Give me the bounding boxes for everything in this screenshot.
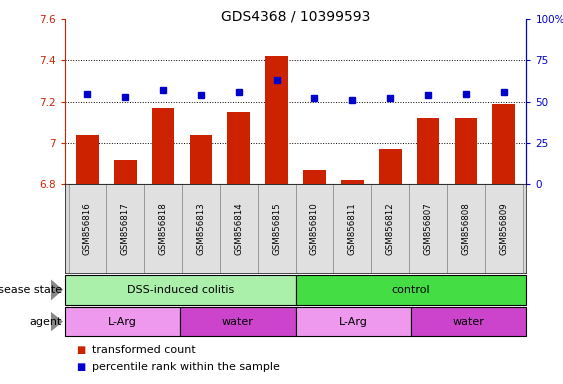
Bar [220, 184, 258, 273]
Polygon shape [51, 279, 63, 301]
Bar [114, 159, 137, 184]
Text: GSM856812: GSM856812 [386, 202, 395, 255]
Bar [182, 184, 220, 273]
Text: disease state: disease state [0, 285, 62, 295]
Bar [76, 135, 99, 184]
Bar [447, 184, 485, 273]
Bar [296, 184, 333, 273]
Text: ■: ■ [76, 345, 85, 355]
Bar [333, 184, 371, 273]
Text: GSM856816: GSM856816 [83, 202, 92, 255]
Bar [65, 275, 296, 305]
Bar [303, 170, 326, 184]
Bar [485, 184, 522, 273]
Text: water: water [222, 316, 254, 327]
Bar [379, 149, 401, 184]
Text: GSM856815: GSM856815 [272, 202, 281, 255]
Bar [152, 108, 175, 184]
Bar [190, 135, 212, 184]
Text: percentile rank within the sample: percentile rank within the sample [92, 362, 280, 372]
Bar [65, 307, 180, 336]
Text: GSM856810: GSM856810 [310, 202, 319, 255]
Text: GSM856807: GSM856807 [423, 202, 432, 255]
Text: control: control [392, 285, 430, 295]
Bar [258, 184, 296, 273]
Bar [493, 104, 515, 184]
Bar [371, 184, 409, 273]
Text: L-Arg: L-Arg [108, 316, 137, 327]
Text: GSM856814: GSM856814 [234, 202, 243, 255]
Bar [69, 184, 106, 273]
Bar [296, 307, 411, 336]
Text: transformed count: transformed count [92, 345, 195, 355]
Text: GSM856809: GSM856809 [499, 202, 508, 255]
Text: GDS4368 / 10399593: GDS4368 / 10399593 [221, 10, 370, 23]
Text: agent: agent [29, 316, 62, 327]
Bar [227, 112, 250, 184]
Text: water: water [453, 316, 485, 327]
Bar [454, 118, 477, 184]
Text: GSM856808: GSM856808 [461, 202, 470, 255]
Bar [265, 56, 288, 184]
Text: GSM856818: GSM856818 [159, 202, 168, 255]
Bar [180, 307, 296, 336]
Polygon shape [51, 312, 63, 331]
Bar [341, 180, 364, 184]
Bar [106, 184, 144, 273]
Bar [296, 275, 526, 305]
Bar [144, 184, 182, 273]
Text: GSM856813: GSM856813 [196, 202, 205, 255]
Text: L-Arg: L-Arg [339, 316, 368, 327]
Text: DSS-induced colitis: DSS-induced colitis [127, 285, 234, 295]
Bar [417, 118, 439, 184]
Bar [409, 184, 447, 273]
Text: ■: ■ [76, 362, 85, 372]
Text: GSM856817: GSM856817 [121, 202, 130, 255]
Text: GSM856811: GSM856811 [348, 202, 357, 255]
Bar [411, 307, 526, 336]
